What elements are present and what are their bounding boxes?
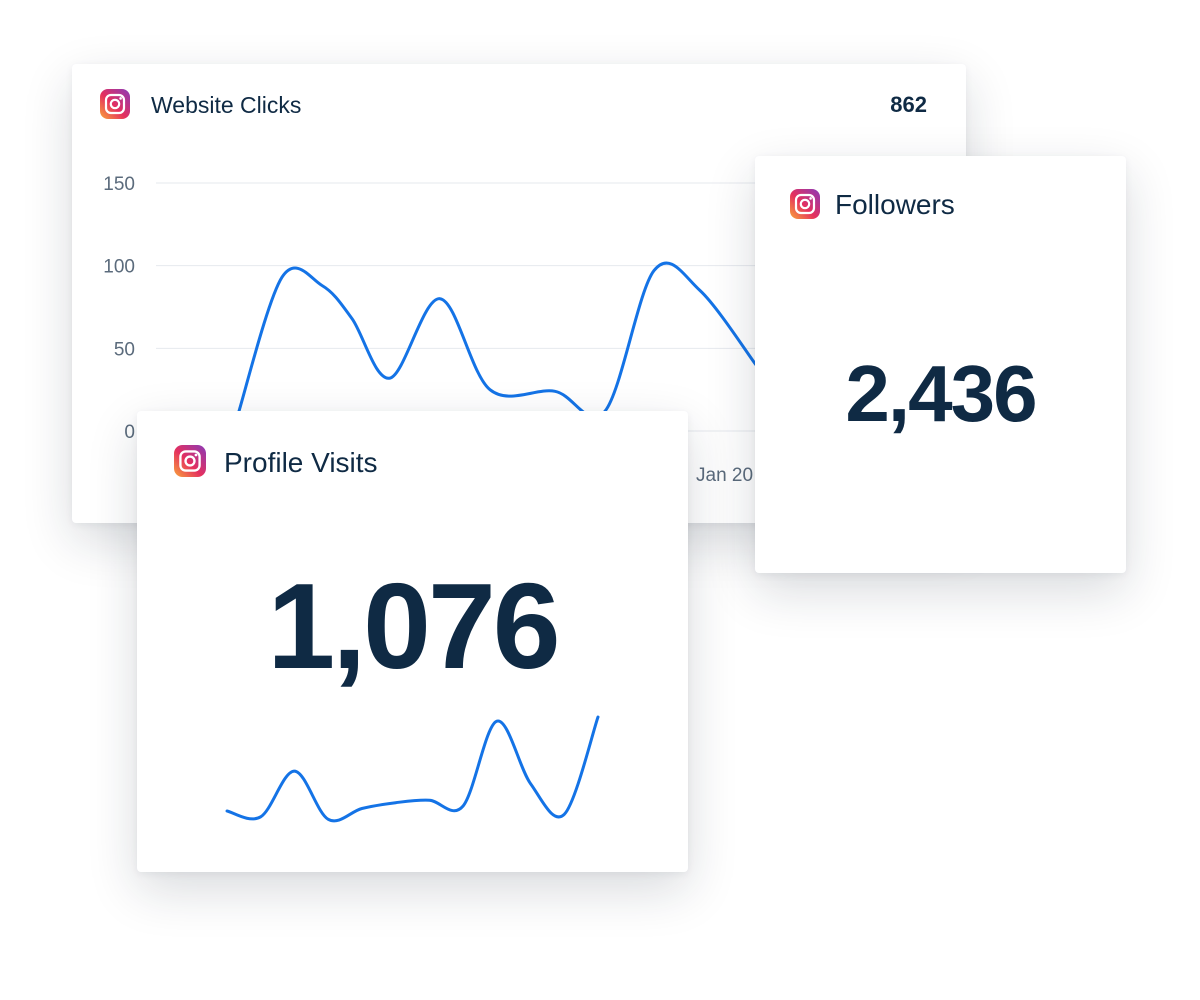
- profile-visits-sparkline: [225, 715, 600, 823]
- website-clicks-total: 862: [890, 92, 927, 117]
- website-clicks-chart: 0 50 100 150 Jan 20: [103, 174, 966, 486]
- profile-visits-card: Profile Visits 1,076: [137, 411, 688, 872]
- y-tick-label: 100: [103, 257, 135, 278]
- profile-visits-series-line: [225, 715, 600, 823]
- followers-value: 2,436: [845, 349, 1037, 438]
- followers-card: Followers 2,436: [755, 156, 1126, 573]
- y-tick-label: 0: [124, 422, 135, 443]
- y-tick-label: 50: [114, 339, 135, 360]
- instagram-icon: [100, 89, 130, 119]
- y-tick-label: 150: [103, 174, 135, 195]
- website-clicks-series-line: [235, 261, 758, 420]
- profile-visits-value: 1,076: [267, 558, 560, 694]
- x-tick-label: Jan 20: [696, 465, 753, 486]
- instagram-icon: [174, 445, 206, 477]
- instagram-icon: [790, 189, 820, 219]
- website-clicks-title: Website Clicks: [151, 92, 302, 118]
- profile-visits-title: Profile Visits: [224, 447, 378, 478]
- followers-title: Followers: [835, 189, 955, 220]
